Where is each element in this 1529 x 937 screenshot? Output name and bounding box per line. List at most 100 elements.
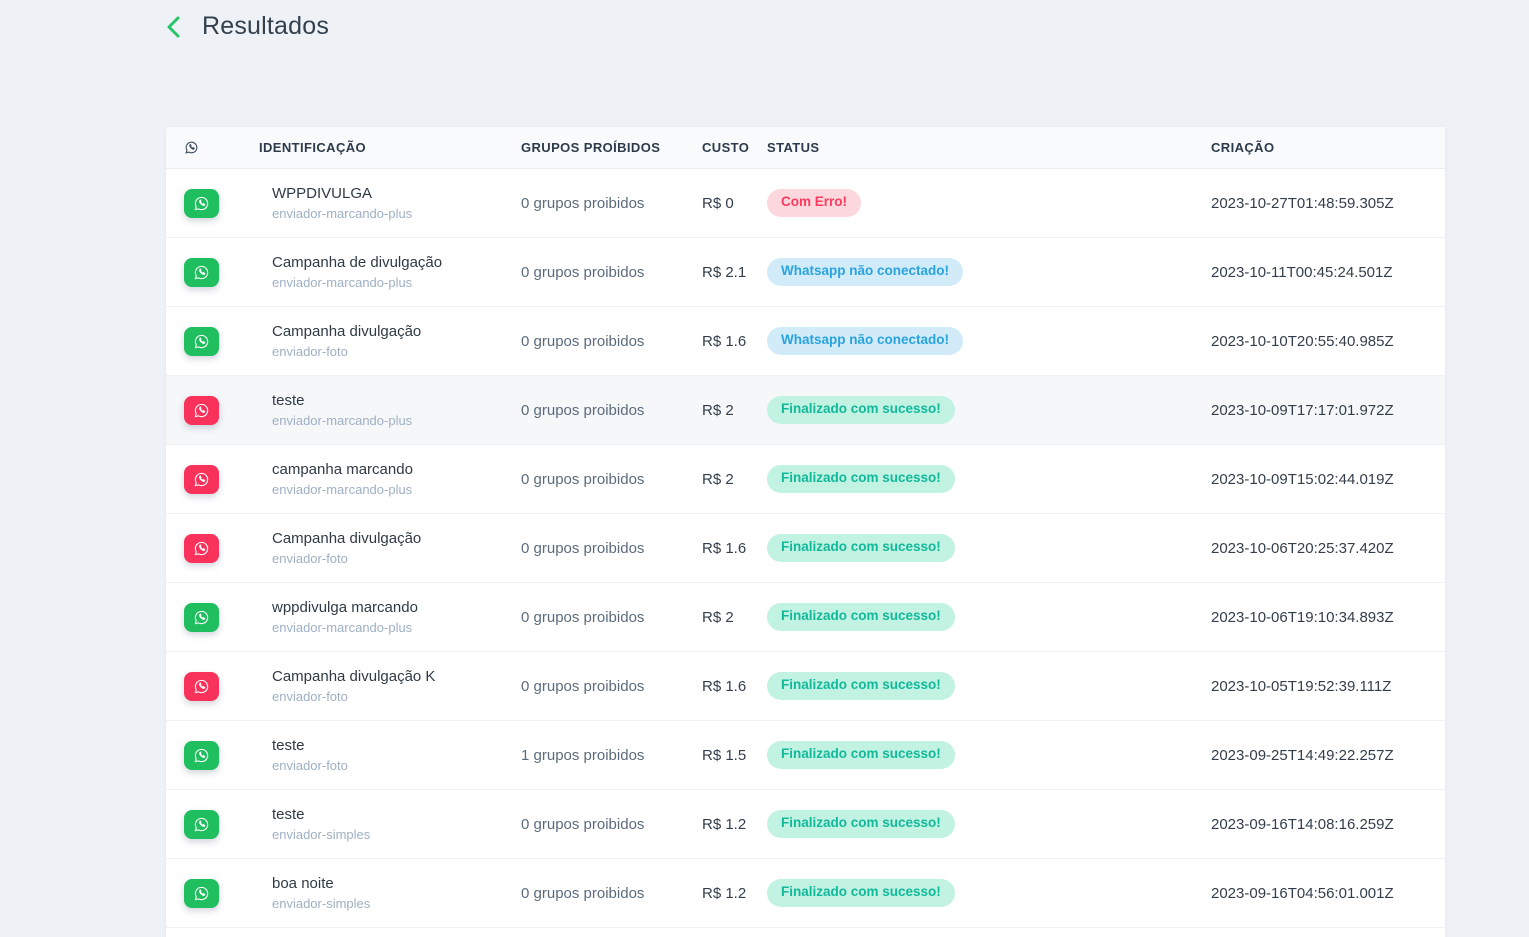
creation-timestamp: 2023-10-06T19:10:34.893Z [1211, 609, 1445, 626]
column-header-custo: Custo [702, 140, 767, 155]
whatsapp-action-button[interactable] [184, 465, 219, 494]
campaign-name: WPPDIVULGA [272, 185, 521, 204]
forbidden-groups-value: 0 grupos proibidos [521, 195, 702, 212]
whatsapp-icon [166, 141, 259, 154]
whatsapp-action-button[interactable] [184, 879, 219, 908]
column-header-criacao: Criação [1211, 140, 1445, 155]
whatsapp-icon [194, 679, 209, 694]
creation-timestamp: 2023-10-09T17:17:01.972Z [1211, 402, 1445, 419]
whatsapp-action-button[interactable] [184, 327, 219, 356]
status-badge: Finalizado com sucesso! [767, 534, 955, 562]
table-row: Campanha divulgação enviador-foto 0 grup… [166, 307, 1445, 376]
table-row: wppdivulga marcando enviador-marcando-pl… [166, 583, 1445, 652]
whatsapp-icon [194, 334, 209, 349]
campaign-name: teste [272, 737, 521, 756]
whatsapp-icon [194, 265, 209, 280]
results-table: Identificação Grupos Proíbidos Custo Sta… [166, 127, 1445, 937]
whatsapp-icon [194, 610, 209, 625]
campaign-name: teste [272, 392, 521, 411]
whatsapp-action-button[interactable] [184, 534, 219, 563]
chevron-left-icon [166, 15, 181, 39]
forbidden-groups-value: 1 grupos proibidos [521, 747, 702, 764]
forbidden-groups-value: 0 grupos proibidos [521, 885, 702, 902]
page-header: Resultados [160, 12, 329, 41]
whatsapp-action-button[interactable] [184, 810, 219, 839]
whatsapp-action-button[interactable] [184, 672, 219, 701]
column-header-identificacao: Identificação [259, 140, 521, 155]
cost-value: R$ 0 [702, 195, 767, 212]
campaign-sender: enviador-simples [272, 896, 521, 911]
creation-timestamp: 2023-10-11T00:45:24.501Z [1211, 264, 1445, 281]
cost-value: R$ 1.6 [702, 333, 767, 350]
table-row: teste enviador-marcando-plus 0 grupos pr… [166, 376, 1445, 445]
whatsapp-icon [194, 403, 209, 418]
creation-timestamp: 2023-10-27T01:48:59.305Z [1211, 195, 1445, 212]
whatsapp-action-button[interactable] [184, 189, 219, 218]
whatsapp-action-button[interactable] [184, 603, 219, 632]
status-badge: Finalizado com sucesso! [767, 741, 955, 769]
forbidden-groups-value: 0 grupos proibidos [521, 471, 702, 488]
campaign-sender: enviador-marcando-plus [272, 482, 521, 497]
status-badge: Finalizado com sucesso! [767, 465, 955, 493]
cost-value: R$ 1.5 [702, 747, 767, 764]
whatsapp-icon [194, 196, 209, 211]
back-button[interactable] [160, 13, 186, 41]
campaign-name: teste [272, 806, 521, 825]
campaign-sender: enviador-marcando-plus [272, 413, 521, 428]
cost-value: R$ 1.2 [702, 885, 767, 902]
whatsapp-action-button[interactable] [184, 396, 219, 425]
forbidden-groups-value: 0 grupos proibidos [521, 540, 702, 557]
campaign-name: Campanha divulgação [272, 323, 521, 342]
campaign-name: Campanha de divulgação [272, 254, 521, 273]
table-row: teste enviador-simples 0 grupos proibido… [166, 790, 1445, 859]
status-badge: Com Erro! [767, 189, 861, 217]
forbidden-groups-value: 0 grupos proibidos [521, 816, 702, 833]
cost-value: R$ 1.2 [702, 816, 767, 833]
whatsapp-action-button[interactable] [184, 258, 219, 287]
campaign-name: Campanha divulgação [272, 530, 521, 549]
table-row: boa noite enviador-simples 0 grupos proi… [166, 859, 1445, 928]
cost-value: R$ 1.6 [702, 540, 767, 557]
campaign-sender: enviador-foto [272, 551, 521, 566]
table-body: WPPDIVULGA enviador-marcando-plus 0 grup… [166, 169, 1445, 928]
whatsapp-icon [194, 886, 209, 901]
table-row: teste enviador-foto 1 grupos proibidos R… [166, 721, 1445, 790]
campaign-sender: enviador-simples [272, 827, 521, 842]
table-row [166, 928, 1445, 937]
campaign-name: campanha marcando [272, 461, 521, 480]
forbidden-groups-value: 0 grupos proibidos [521, 402, 702, 419]
column-header-status: Status [767, 140, 1211, 155]
campaign-sender: enviador-marcando-plus [272, 620, 521, 635]
whatsapp-icon [194, 748, 209, 763]
forbidden-groups-value: 0 grupos proibidos [521, 678, 702, 695]
campaign-sender: enviador-foto [272, 758, 521, 773]
table-header-row: Identificação Grupos Proíbidos Custo Sta… [166, 127, 1445, 169]
cost-value: R$ 1.6 [702, 678, 767, 695]
creation-timestamp: 2023-10-09T15:02:44.019Z [1211, 471, 1445, 488]
table-row: WPPDIVULGA enviador-marcando-plus 0 grup… [166, 169, 1445, 238]
forbidden-groups-value: 0 grupos proibidos [521, 264, 702, 281]
forbidden-groups-value: 0 grupos proibidos [521, 609, 702, 626]
campaign-sender: enviador-foto [272, 344, 521, 359]
status-badge: Whatsapp não conectado! [767, 258, 963, 286]
status-badge: Finalizado com sucesso! [767, 672, 955, 700]
status-badge: Finalizado com sucesso! [767, 603, 955, 631]
creation-timestamp: 2023-09-16T04:56:01.001Z [1211, 885, 1445, 902]
whatsapp-action-button[interactable] [184, 741, 219, 770]
cost-value: R$ 2.1 [702, 264, 767, 281]
whatsapp-icon [194, 541, 209, 556]
column-header-grupos-proibidos: Grupos Proíbidos [521, 140, 702, 155]
table-row: Campanha de divulgação enviador-marcando… [166, 238, 1445, 307]
campaign-name: boa noite [272, 875, 521, 894]
status-badge: Finalizado com sucesso! [767, 879, 955, 907]
cost-value: R$ 2 [702, 402, 767, 419]
creation-timestamp: 2023-10-06T20:25:37.420Z [1211, 540, 1445, 557]
creation-timestamp: 2023-09-25T14:49:22.257Z [1211, 747, 1445, 764]
campaign-sender: enviador-marcando-plus [272, 206, 521, 221]
cost-value: R$ 2 [702, 609, 767, 626]
forbidden-groups-value: 0 grupos proibidos [521, 333, 702, 350]
status-badge: Whatsapp não conectado! [767, 327, 963, 355]
campaign-sender: enviador-foto [272, 689, 521, 704]
creation-timestamp: 2023-10-10T20:55:40.985Z [1211, 333, 1445, 350]
status-badge: Finalizado com sucesso! [767, 396, 955, 424]
